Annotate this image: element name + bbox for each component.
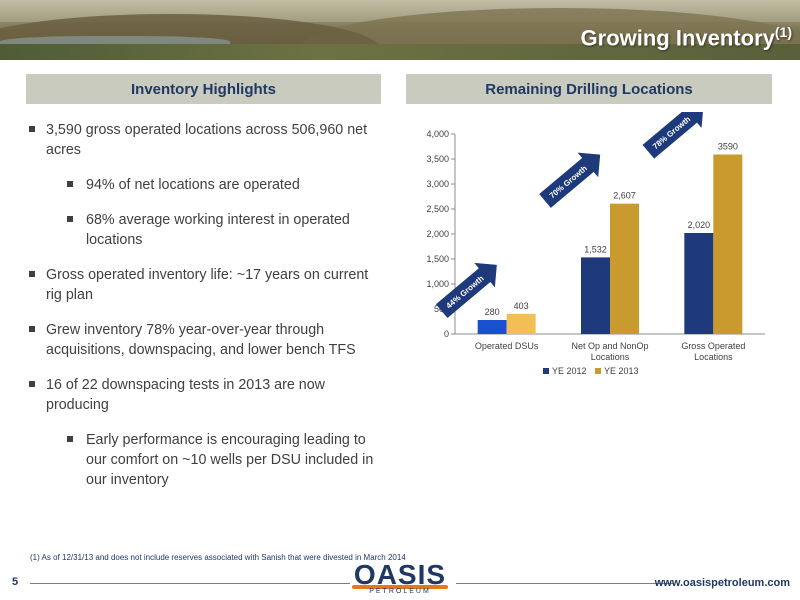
header-banner-image [0, 0, 800, 60]
bar-ye2012 [684, 233, 714, 334]
y-tick-label: 2,000 [426, 229, 449, 239]
bullet-marker-icon [67, 216, 73, 222]
bullet-marker-icon [67, 181, 73, 187]
x-category-label: Locations [694, 352, 733, 362]
x-category-label: Gross Operated [681, 341, 745, 351]
bullet-text: Early performance is encouraging leading… [86, 432, 374, 488]
bullet-marker-icon [67, 436, 73, 442]
page-title-text: Growing Inventory [580, 25, 775, 51]
y-tick-label: 2,500 [426, 204, 449, 214]
y-tick-label: 3,000 [426, 179, 449, 189]
bar-data-label: 1,532 [584, 244, 607, 254]
remaining-drilling-locations-header: Remaining Drilling Locations [406, 74, 772, 104]
growth-arrow-icon: 70% Growth [539, 152, 601, 208]
bullet-text: Gross operated inventory life: ~17 years… [46, 267, 369, 303]
legend-swatch [595, 368, 601, 374]
footer-divider-right [456, 583, 674, 584]
bullet-item: 16 of 22 downspacing tests in 2013 are n… [26, 375, 386, 415]
footer-divider-left [30, 583, 350, 584]
x-category-label: Operated DSUs [475, 341, 539, 351]
sub-bullet-item: 68% average working interest in operated… [26, 210, 386, 250]
y-tick-label: 3,500 [426, 154, 449, 164]
page-number: 5 [12, 576, 19, 588]
drilling-locations-chart: 05001,0001,5002,0002,5003,0003,5004,0002… [426, 112, 765, 376]
bullet-marker-icon [29, 271, 35, 277]
bullet-item: 3,590 gross operated locations across 50… [26, 120, 386, 160]
footnote: (1) As of 12/31/13 and does not include … [30, 553, 406, 562]
bar-data-label: 280 [485, 307, 500, 317]
y-tick-label: 1,500 [426, 254, 449, 264]
oasis-petroleum-logo: OASIS PETROLEUM [352, 559, 448, 595]
bullet-text: 68% average working interest in operated… [86, 212, 350, 248]
legend-swatch [543, 368, 549, 374]
x-category-label: Locations [591, 352, 630, 362]
bar-ye2013 [713, 154, 743, 334]
bar-data-label: 403 [514, 301, 529, 311]
bullet-text: 94% of net locations are operated [86, 177, 300, 193]
bullet-item: Grew inventory 78% year-over-year throug… [26, 320, 386, 360]
bullet-marker-icon [29, 381, 35, 387]
sub-bullet-item: Early performance is encouraging leading… [26, 430, 386, 490]
bar-ye2012 [477, 320, 507, 334]
bar-ye2013 [506, 313, 536, 334]
bullet-marker-icon [29, 326, 35, 332]
page-title: Growing Inventory(1) [581, 24, 792, 51]
sub-bullet-item: 94% of net locations are operated [26, 175, 386, 195]
bar-ye2013 [610, 203, 639, 334]
y-tick-label: 0 [444, 329, 449, 339]
bullet-text: 3,590 gross operated locations across 50… [46, 122, 368, 158]
legend-label: YE 2012 [552, 366, 587, 376]
bar-data-label: 2,607 [613, 191, 636, 201]
bar-ye2012 [581, 257, 610, 334]
bullet-marker-icon [29, 126, 35, 132]
growth-arrow-shape [539, 152, 601, 208]
growth-arrow-icon: 78% Growth [642, 112, 704, 159]
bullet-item: Gross operated inventory life: ~17 years… [26, 265, 386, 305]
growth-arrow-shape [642, 112, 704, 159]
bar-data-label: 2,020 [688, 220, 711, 230]
y-tick-label: 1,000 [426, 279, 449, 289]
x-category-label: Net Op and NonOp [571, 341, 648, 351]
bullet-text: Grew inventory 78% year-over-year throug… [46, 322, 356, 358]
y-tick-label: 4,000 [426, 129, 449, 139]
inventory-highlights-list: 3,590 gross operated locations across 50… [26, 120, 386, 505]
growth-arrow-shape [435, 262, 497, 319]
inventory-highlights-header: Inventory Highlights [26, 74, 381, 104]
legend-label: YE 2013 [604, 366, 639, 376]
website-link[interactable]: www.oasispetroleum.com [654, 577, 790, 589]
bullet-text: 16 of 22 downspacing tests in 2013 are n… [46, 377, 325, 413]
title-footnote-marker: (1) [774, 24, 792, 40]
bar-data-label: 3590 [718, 142, 738, 152]
